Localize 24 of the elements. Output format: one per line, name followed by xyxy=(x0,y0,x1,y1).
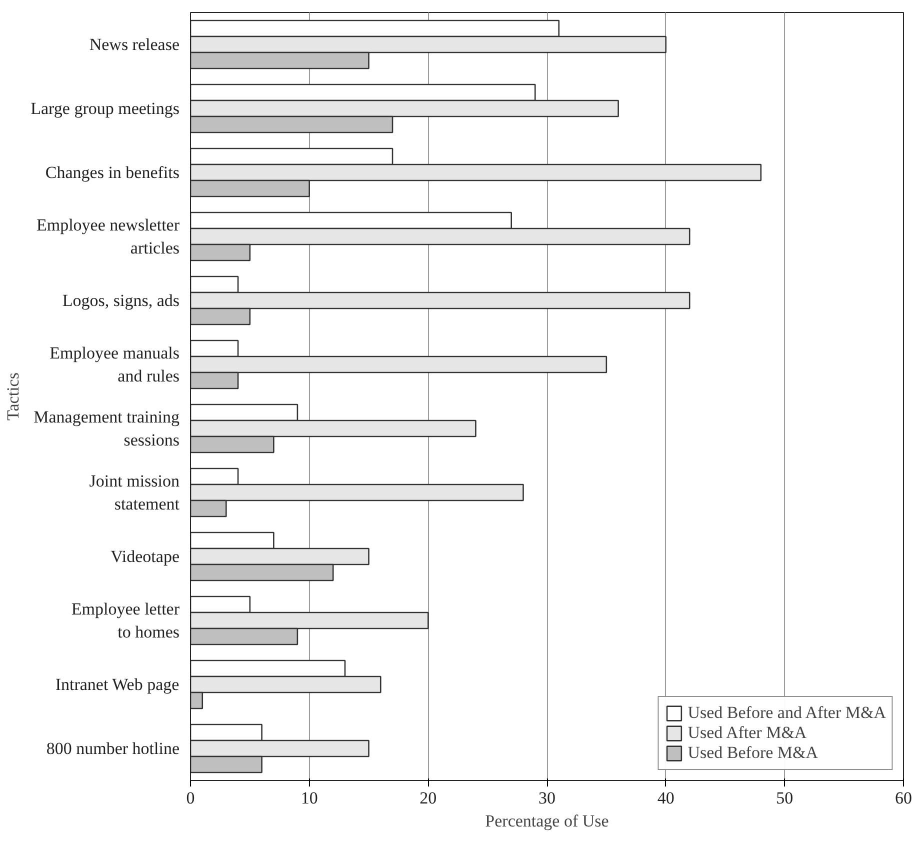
y-axis-title: Tactics xyxy=(4,372,23,420)
x-axis-title: Percentage of Use xyxy=(485,812,609,830)
y-tick-label: Employee manuals and rules xyxy=(50,344,180,386)
y-tick-label: Videotape xyxy=(110,547,180,566)
y-tick-label: Employee letter to homes xyxy=(71,600,180,642)
x-tick-label: 20 xyxy=(420,788,437,808)
y-tick-label: 800 number hotline xyxy=(46,739,180,758)
y-tick-label: Large group meetings xyxy=(30,99,180,118)
y-tick-label: News release xyxy=(89,35,180,54)
x-tick-label: 10 xyxy=(300,788,318,808)
x-tick-label: 60 xyxy=(895,788,912,808)
x-tick-label: 30 xyxy=(538,788,556,808)
y-tick-label: Intranet Web page xyxy=(55,675,180,694)
y-tick-label: Employee newsletter articles xyxy=(36,216,180,258)
x-tick-label: 40 xyxy=(657,788,674,808)
legend-label: Used After M&A xyxy=(688,723,807,743)
legend-label: Used Before and After M&A xyxy=(688,703,886,723)
legend-label: Used Before M&A xyxy=(688,743,818,763)
y-tick-label: Joint mission statement xyxy=(89,472,180,514)
y-tick-label: Logos, signs, ads xyxy=(62,291,180,310)
x-tick-label: 50 xyxy=(776,788,794,808)
x-tick-label: 0 xyxy=(186,788,195,808)
y-tick-label: Management training sessions xyxy=(34,408,180,450)
y-tick-label: Changes in benefits xyxy=(45,163,180,182)
